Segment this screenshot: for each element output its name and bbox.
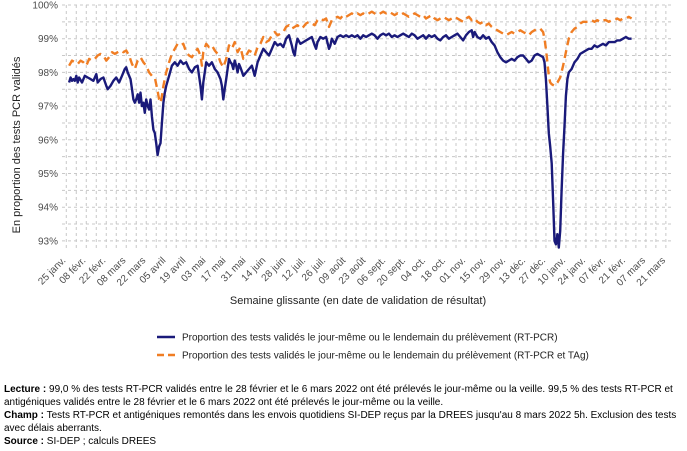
y-tick-label: 97% (38, 102, 58, 113)
note-champ: Champ : Tests RT-PCR et antigéniques rem… (4, 409, 684, 435)
y-tick-label: 94% (38, 203, 58, 214)
y-axis: 93% 94% 95% 96% 97% 98% 99% 100% (32, 1, 58, 248)
note-source: Source : SI-DEP ; calculs DREES (4, 435, 684, 448)
note-champ-label: Champ : (4, 410, 44, 421)
y-tick-label: 96% (38, 135, 58, 146)
y-tick-label: 100% (32, 1, 58, 12)
y-tick-label: 98% (38, 68, 58, 79)
y-tick-label: 99% (38, 34, 58, 45)
note-lecture-label: Lecture : (4, 384, 47, 395)
legend-label-2: Proportion des tests validés le jour-mêm… (182, 351, 589, 362)
chart: 93% 94% 95% 96% 97% 98% 99% 100% 25 janv.08 fév… (11, 1, 673, 362)
note-lecture: Lecture : 99,0 % des tests RT-PCR validé… (4, 383, 684, 409)
y-axis-title: En proportion des tests PCR validés (11, 56, 23, 233)
legend: Proportion des tests validés le jour-mêm… (157, 333, 589, 362)
legend-label-1: Proportion des tests validés le jour-mêm… (182, 333, 558, 344)
note-source-text: SI-DEP ; calculs DREES (44, 436, 157, 447)
note-champ-text: Tests RT-PCR et antigéniques remontés da… (4, 410, 677, 434)
chart-notes: Lecture : 99,0 % des tests RT-PCR validé… (4, 383, 684, 448)
grid (62, 4, 673, 251)
y-tick-label: 95% (38, 169, 58, 180)
y-tick-label: 93% (38, 236, 58, 247)
note-source-label: Source : (4, 436, 45, 447)
series-line-1 (67, 29, 632, 249)
series-lines (67, 10, 633, 249)
note-lecture-text: 99,0 % des tests RT-PCR validés entre le… (4, 384, 673, 408)
series-line-2 (68, 10, 633, 104)
x-axis-title: Semaine glissante (en date de validation… (230, 295, 486, 307)
